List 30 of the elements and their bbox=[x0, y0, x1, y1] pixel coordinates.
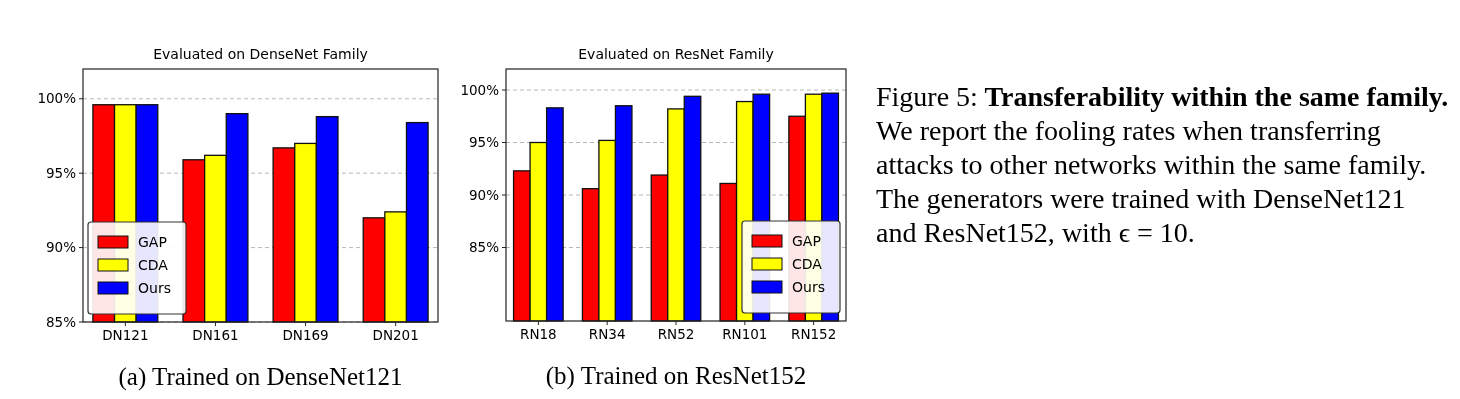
y-tick-label: 85% bbox=[45, 313, 77, 330]
x-tick-label: DN121 bbox=[102, 327, 149, 343]
text: We report the fooling rates when transferring attacks to other networks within the same family. The generators were trained with DenseNet121 and ResNet152, with ϵ = 10. bbox=[876, 115, 1427, 248]
chart-title: Evaluated on DenseNet Family bbox=[153, 46, 368, 62]
legend-label: CDA bbox=[792, 255, 823, 272]
x-tick-label: RN18 bbox=[520, 326, 557, 342]
x-tick-label: RN52 bbox=[657, 326, 695, 342]
x-tick-label: DN161 bbox=[192, 327, 239, 343]
legend-label: GAP bbox=[792, 232, 821, 249]
legend-label: CDA bbox=[138, 256, 169, 273]
x-tick-label: DN169 bbox=[282, 327, 329, 343]
x-tick-label: RN101 bbox=[722, 326, 768, 342]
y-tick-label: 100% bbox=[37, 90, 77, 107]
y-tick-label: 95% bbox=[45, 164, 77, 181]
y-tick-label: 90% bbox=[45, 239, 77, 256]
legend-label: GAP bbox=[138, 233, 167, 250]
y-tick-label: 85% bbox=[468, 239, 500, 256]
y-tick-label: 100% bbox=[460, 81, 500, 98]
chart-title: Evaluated on ResNet Family bbox=[578, 46, 774, 62]
legend-label: Ours bbox=[138, 279, 171, 296]
text: (b) Trained on ResNet152 bbox=[545, 362, 807, 390]
text: (a) Trained on DenseNet121 bbox=[118, 363, 403, 391]
text: Transferability within the same family. bbox=[977, 81, 1449, 112]
y-tick-label: 95% bbox=[468, 134, 500, 151]
x-tick-label: DN201 bbox=[372, 327, 419, 343]
caption: Figure 5: bbox=[876, 81, 978, 112]
y-tick-label: 90% bbox=[468, 186, 500, 203]
x-tick-label: RN152 bbox=[791, 326, 837, 342]
legend-label: Ours bbox=[792, 278, 825, 295]
x-tick-label: RN34 bbox=[588, 326, 626, 342]
